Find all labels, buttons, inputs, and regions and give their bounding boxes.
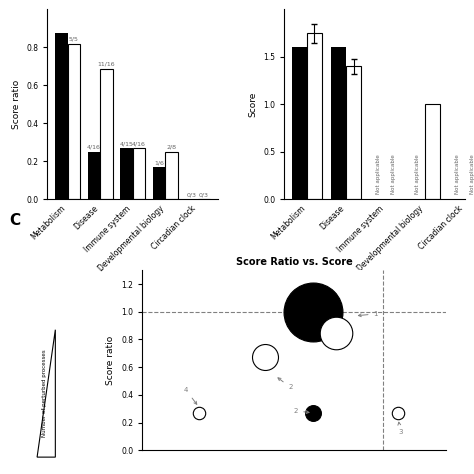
Text: 4/15: 4/15 <box>119 142 134 146</box>
Bar <box>331 47 346 199</box>
Y-axis label: Score ratio: Score ratio <box>107 336 116 385</box>
Text: Number of perturbed processes: Number of perturbed processes <box>42 350 47 437</box>
Bar <box>346 66 361 199</box>
Bar <box>120 148 133 199</box>
Bar <box>165 152 178 199</box>
Bar <box>55 33 67 199</box>
Text: Not applicable: Not applicable <box>455 155 459 194</box>
Text: 4/16: 4/16 <box>87 145 101 150</box>
Point <box>332 329 339 337</box>
Text: Not applicable: Not applicable <box>391 155 396 194</box>
Text: 11/16: 11/16 <box>98 62 115 67</box>
Text: 5/5: 5/5 <box>69 36 79 42</box>
Bar <box>67 44 80 199</box>
Bar <box>307 33 322 199</box>
Text: 0/3: 0/3 <box>199 192 209 197</box>
Bar <box>133 148 145 199</box>
Point <box>262 354 269 361</box>
Text: 1/6: 1/6 <box>154 161 164 165</box>
Point <box>195 409 203 417</box>
Text: Not applicable: Not applicable <box>415 155 420 194</box>
Bar <box>153 167 165 199</box>
Y-axis label: Score ratio: Score ratio <box>12 80 21 129</box>
Text: 3: 3 <box>398 422 402 435</box>
Y-axis label: Score: Score <box>249 91 258 117</box>
Text: Not applicable: Not applicable <box>376 155 381 194</box>
Text: 4/16: 4/16 <box>132 142 146 146</box>
Text: 1: 1 <box>358 311 378 317</box>
Bar <box>100 69 112 199</box>
Point <box>309 308 317 316</box>
Bar <box>292 47 307 199</box>
Text: C: C <box>9 213 20 228</box>
Text: 4: 4 <box>184 387 197 404</box>
Title: Score Ratio vs. Score: Score Ratio vs. Score <box>236 256 352 266</box>
Text: 2/8: 2/8 <box>166 145 176 150</box>
Text: Not applicable: Not applicable <box>470 155 474 194</box>
Polygon shape <box>37 330 55 457</box>
Point <box>309 409 317 417</box>
Point <box>394 409 402 417</box>
Bar <box>88 152 100 199</box>
Text: 2: 2 <box>278 378 292 390</box>
Bar <box>425 104 440 199</box>
Text: 2: 2 <box>294 408 309 414</box>
Text: 0/3: 0/3 <box>187 192 197 197</box>
